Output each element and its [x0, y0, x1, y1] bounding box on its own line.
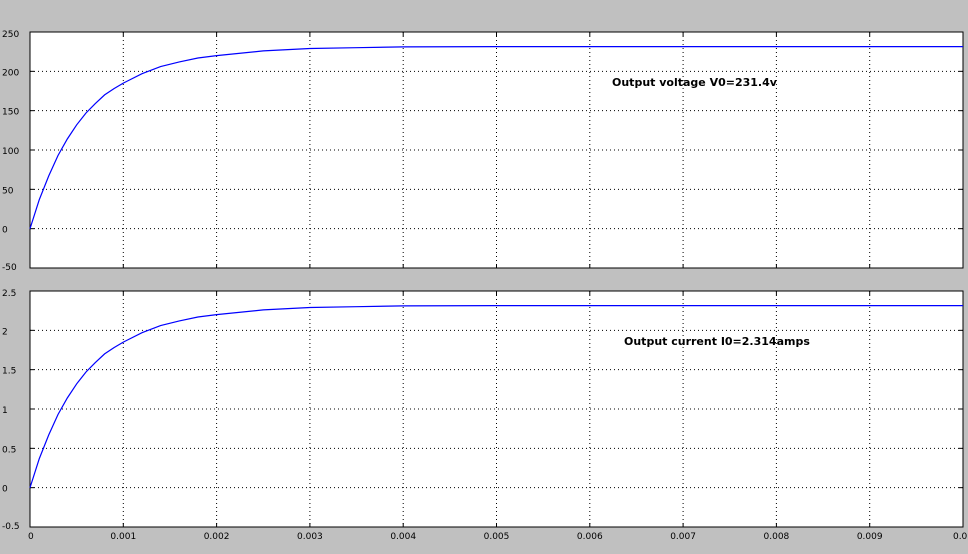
x-tick-label: 0.004 [390, 532, 416, 542]
y-tick-label: 200 [2, 68, 19, 78]
x-tick-label: 0 [28, 532, 34, 542]
y-tick-label: 0 [2, 485, 8, 495]
y-tick-label: 2.5 [2, 289, 16, 299]
plot-border [29, 290, 964, 528]
x-tick-label: 0.009 [857, 532, 883, 542]
y-tick-label: -50 [2, 263, 17, 273]
trace-line [29, 45, 963, 229]
y-tick-label: 50 [2, 186, 14, 196]
x-tick-label: 0.008 [764, 532, 790, 542]
y-tick-label: 2 [2, 327, 8, 337]
y-tick-label: 250 [2, 30, 19, 40]
x-tick-label: 0.001 [110, 532, 136, 542]
y-tick-label: 1 [2, 406, 8, 416]
x-tick-label: 0.01 [953, 532, 968, 542]
x-tick-label: 0.006 [577, 532, 603, 542]
y-tick-label: 150 [2, 108, 19, 118]
x-tick-label: 0.007 [670, 532, 696, 542]
plot-annotation: Output voltage V0=231.4v [612, 76, 778, 89]
y-tick-label: 0 [2, 226, 8, 236]
plot-annotation: Output current I0=2.314amps [624, 335, 810, 348]
trace-line [29, 305, 963, 488]
x-tick-label: 0.005 [484, 532, 510, 542]
y-tick-label: 100 [2, 147, 19, 157]
x-tick-label: 0.003 [297, 532, 323, 542]
x-tick-label: 0.002 [204, 532, 230, 542]
scope-panel-1: -50 0 50 100 150 200 250 Output voltage V0=231.… [2, 30, 964, 273]
y-tick-label: 0.5 [2, 445, 16, 455]
y-tick-label: -0.5 [2, 522, 20, 532]
plot-border [29, 31, 964, 269]
scope-panel-2: 0 0.001 0.002 0.003 0.004 0.005 0.006 0.007 0.00… [2, 289, 968, 542]
y-tick-label: 1.5 [2, 367, 16, 377]
